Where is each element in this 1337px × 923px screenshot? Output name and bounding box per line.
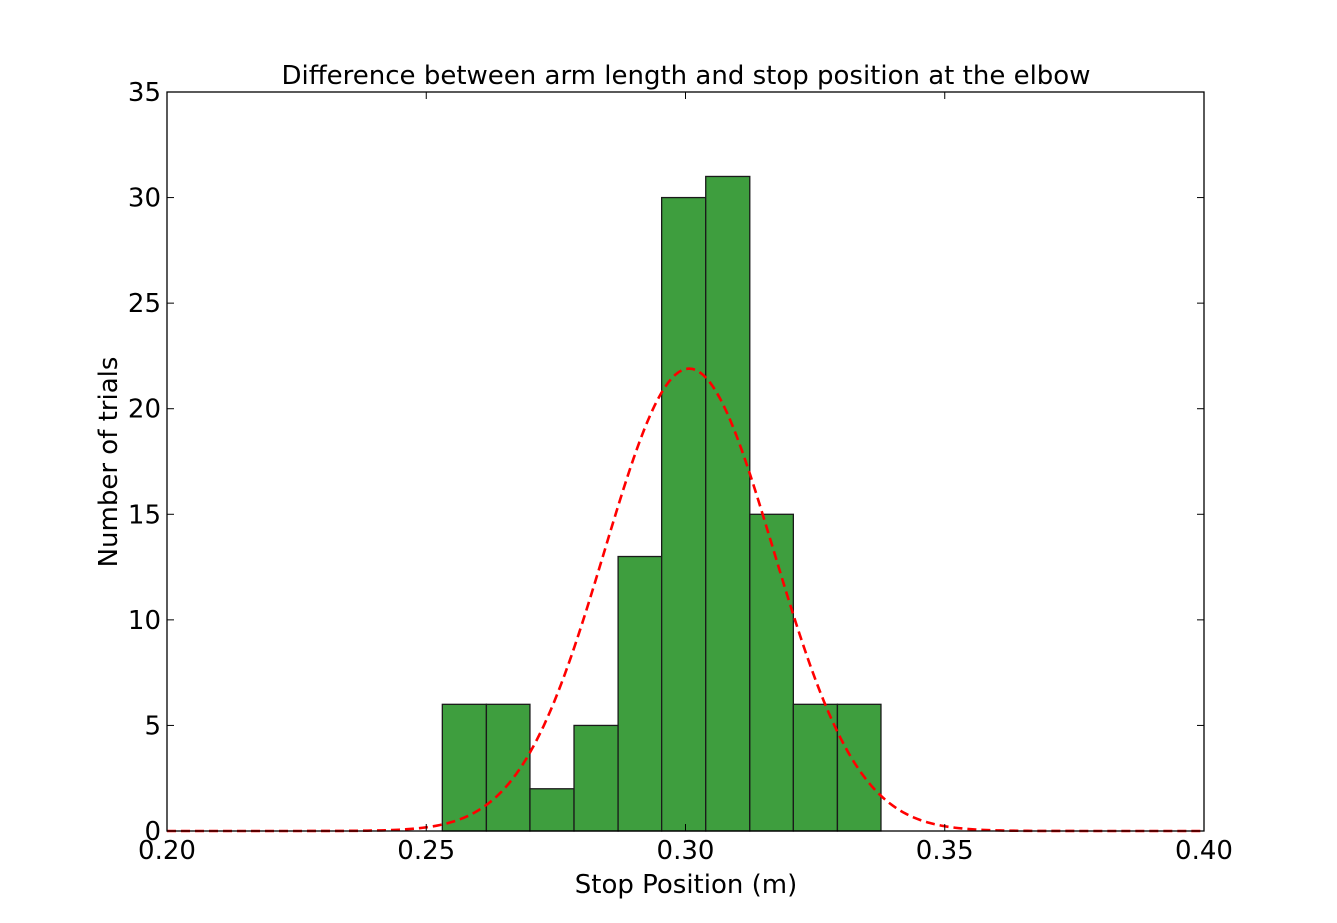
histogram-bar xyxy=(573,724,619,832)
y-tick-label: 0 xyxy=(144,817,161,847)
histogram-bar xyxy=(485,703,531,832)
histogram-bar xyxy=(749,513,794,832)
x-axis-label: Stop Position (m) xyxy=(575,870,798,900)
y-tick-label: 20 xyxy=(128,395,161,425)
x-tick-label: 0.30 xyxy=(657,836,715,866)
chart-title: Difference between arm length and stop p… xyxy=(282,61,1091,91)
x-tick-label: 0.20 xyxy=(138,836,196,866)
y-tick-label: 15 xyxy=(128,500,161,530)
y-tick-label: 10 xyxy=(128,606,161,636)
histogram-bar xyxy=(836,703,882,832)
y-tick-label: 5 xyxy=(144,711,161,741)
x-tick-label: 0.35 xyxy=(916,836,974,866)
ticks-layer: 0.20 0.25 0.30 0.35 0.40 0 5 10 15 20 25 30 35 xyxy=(128,78,1233,866)
histogram-bar xyxy=(617,555,663,832)
x-tick-label: 0.25 xyxy=(397,836,455,866)
histogram-bar xyxy=(792,703,839,832)
x-tick-label: 0.40 xyxy=(1175,836,1233,866)
y-tick-label: 25 xyxy=(128,289,161,319)
bars-layer xyxy=(441,175,882,832)
y-axis-label: Number of trials xyxy=(94,357,124,568)
histogram-bar xyxy=(705,175,751,832)
y-tick-label: 35 xyxy=(128,78,161,108)
histogram-bar xyxy=(529,788,575,832)
y-tick-label: 30 xyxy=(128,184,161,214)
histogram-bar xyxy=(441,703,488,832)
histogram-bar xyxy=(660,196,707,832)
